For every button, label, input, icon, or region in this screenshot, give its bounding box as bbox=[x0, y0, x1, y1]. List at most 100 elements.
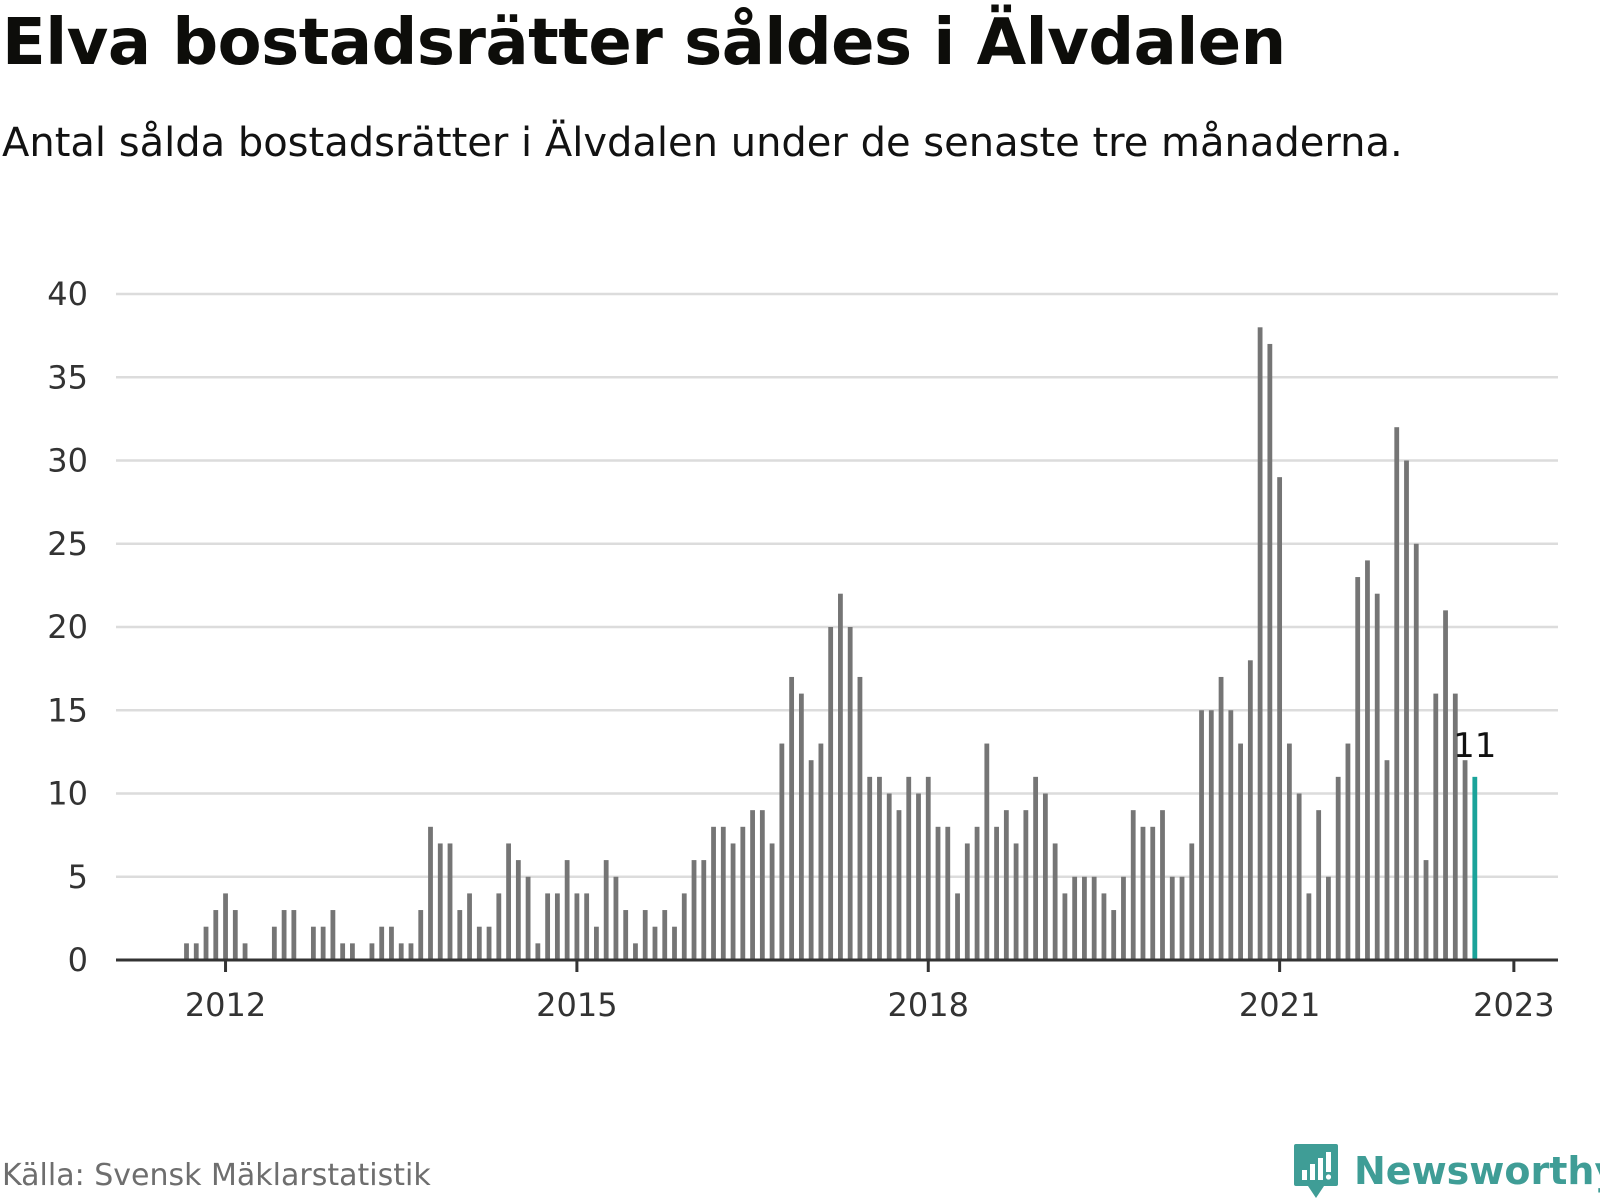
bar bbox=[925, 776, 931, 960]
bar bbox=[672, 926, 677, 960]
chart-subtitle: Antal sålda bostadsrätter i Älvdalen und… bbox=[2, 120, 1403, 166]
bar bbox=[681, 893, 687, 960]
bar bbox=[398, 943, 404, 960]
bar bbox=[564, 860, 570, 960]
bar bbox=[242, 943, 248, 960]
bar bbox=[730, 843, 736, 960]
bar bbox=[1286, 743, 1292, 960]
bar bbox=[447, 843, 453, 960]
bar bbox=[515, 860, 521, 960]
bar bbox=[369, 943, 375, 960]
bar bbox=[1101, 893, 1107, 960]
bar bbox=[945, 826, 951, 960]
bar bbox=[476, 926, 482, 960]
bar bbox=[1433, 693, 1439, 960]
bar bbox=[213, 910, 219, 960]
bar bbox=[1365, 560, 1370, 960]
bar bbox=[525, 876, 531, 960]
bar bbox=[1335, 776, 1341, 960]
bar bbox=[1013, 843, 1019, 960]
bar bbox=[1296, 793, 1302, 960]
bar bbox=[1374, 593, 1380, 960]
bar bbox=[389, 926, 394, 960]
bar bbox=[1355, 577, 1361, 960]
bar bbox=[1082, 876, 1087, 960]
bar bbox=[271, 926, 277, 960]
x-tick-label: 2015 bbox=[536, 986, 617, 1024]
bar bbox=[1179, 876, 1185, 960]
bar bbox=[1150, 826, 1156, 960]
bar bbox=[1091, 876, 1097, 960]
bar bbox=[1277, 477, 1283, 960]
bar bbox=[886, 793, 892, 960]
bar bbox=[574, 893, 580, 960]
bar bbox=[1130, 810, 1136, 960]
bar bbox=[1462, 760, 1468, 960]
bar bbox=[769, 843, 775, 960]
bar bbox=[320, 926, 326, 960]
y-axis: 0 5 10 15 20 25 30 35 40 bbox=[47, 275, 88, 979]
bar bbox=[340, 943, 346, 960]
y-tick-label: 0 bbox=[68, 941, 88, 979]
newsworthy-logo-icon bbox=[1294, 1144, 1338, 1198]
bar bbox=[1121, 876, 1126, 960]
bar bbox=[1452, 693, 1458, 960]
bar bbox=[467, 893, 472, 960]
y-tick-label: 35 bbox=[47, 358, 88, 396]
bar bbox=[955, 893, 960, 960]
bar bbox=[1345, 743, 1351, 960]
bar bbox=[310, 926, 316, 960]
bar bbox=[408, 943, 414, 960]
bar bbox=[1169, 876, 1175, 960]
bar bbox=[896, 810, 902, 960]
bar bbox=[1199, 710, 1204, 960]
bar bbox=[1052, 843, 1058, 960]
bar bbox=[232, 910, 238, 960]
brand-name: Newsworthy bbox=[1354, 1149, 1600, 1193]
bar bbox=[603, 860, 609, 960]
bar bbox=[798, 693, 804, 960]
bar bbox=[1208, 710, 1214, 960]
bar bbox=[1228, 710, 1234, 960]
bar bbox=[994, 826, 999, 960]
bar bbox=[613, 876, 619, 960]
bar bbox=[1384, 760, 1390, 960]
bar bbox=[789, 676, 795, 960]
bar bbox=[1423, 860, 1429, 960]
bar bbox=[594, 926, 599, 960]
bar bbox=[379, 926, 385, 960]
bar bbox=[711, 826, 716, 960]
bar bbox=[964, 843, 970, 960]
bar bbox=[496, 893, 502, 960]
bar bbox=[1257, 327, 1263, 960]
newsworthy-logo: Newsworthy bbox=[1292, 1142, 1600, 1200]
x-tick-label: 2018 bbox=[888, 986, 969, 1024]
bar bbox=[1003, 810, 1009, 960]
bar bbox=[554, 893, 560, 960]
bar bbox=[418, 910, 424, 960]
bar bbox=[203, 926, 209, 960]
bar bbox=[1042, 793, 1048, 960]
bar bbox=[1033, 776, 1039, 960]
bar bbox=[1326, 876, 1331, 960]
bar bbox=[1394, 427, 1400, 960]
bar bbox=[701, 860, 707, 960]
bar bbox=[223, 893, 228, 960]
bar bbox=[1404, 460, 1409, 960]
bar bbox=[486, 926, 492, 960]
x-tick-label: 2012 bbox=[185, 986, 266, 1024]
bar bbox=[1023, 810, 1029, 960]
bar bbox=[1306, 893, 1312, 960]
bar bbox=[1062, 893, 1068, 960]
source-note: Källa: Svensk Mäklarstatistik bbox=[2, 1158, 431, 1193]
bar bbox=[720, 826, 726, 960]
bar bbox=[867, 776, 873, 960]
bar bbox=[437, 843, 443, 960]
bar bbox=[281, 910, 287, 960]
bar bbox=[652, 926, 658, 960]
bar bbox=[1160, 810, 1165, 960]
bar bbox=[808, 760, 814, 960]
bar bbox=[1218, 676, 1224, 960]
bar bbox=[633, 943, 638, 960]
